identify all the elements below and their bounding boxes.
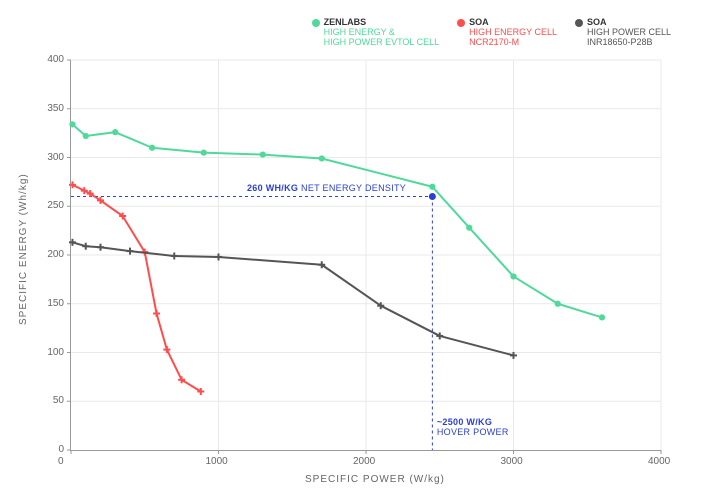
marker-zenlabs (83, 133, 89, 139)
y-tick-label: 0 (58, 444, 64, 455)
x-tick-label: 4000 (648, 456, 670, 467)
y-tick-label: 50 (53, 395, 64, 406)
legend-text: SOAHIGH POWER CELLINR18650-P28B (587, 18, 671, 48)
y-tick-label: 150 (47, 298, 64, 309)
legend-dot-icon (457, 19, 465, 27)
marker-zenlabs (319, 155, 325, 161)
x-tick-label: 2000 (353, 456, 375, 467)
legend-item-soa_power: SOAHIGH POWER CELLINR18650-P28B (575, 18, 671, 48)
marker-zenlabs (466, 225, 472, 231)
y-tick-label: 300 (47, 152, 64, 163)
plot-area (70, 60, 661, 451)
annotation-net-energy: 260 WH/KG NET ENERGY DENSITY (247, 183, 406, 193)
legend-text: ZENLABSHIGH ENERGY &HIGH POWER EVTOL CEL… (324, 18, 440, 48)
marker-soa_power (69, 239, 76, 246)
legend-dot-icon (575, 19, 583, 27)
legend-item-zenlabs: ZENLABSHIGH ENERGY &HIGH POWER EVTOL CEL… (312, 18, 440, 48)
marker-zenlabs (69, 121, 75, 127)
marker-soa_power (215, 253, 222, 260)
marker-soa_energy (69, 181, 76, 188)
y-tick-label: 350 (47, 103, 64, 114)
series-line-soa_power (72, 242, 513, 355)
marker-soa_energy (163, 346, 170, 353)
legend-text: SOAHIGH ENERGY CELLNCR2170-M (469, 18, 557, 48)
x-axis-title: SPECIFIC POWER (W/kg) (305, 474, 445, 485)
marker-soa_power (436, 332, 443, 339)
marker-zenlabs (510, 273, 516, 279)
y-tick-label: 100 (47, 347, 64, 358)
marker-zenlabs (149, 145, 155, 151)
marker-soa_power (82, 243, 89, 250)
marker-zenlabs (112, 129, 118, 135)
y-tick-label: 250 (47, 200, 64, 211)
series-line-soa_energy (72, 185, 200, 392)
marker-soa_energy (153, 310, 160, 317)
marker-zenlabs (201, 150, 207, 156)
legend: ZENLABSHIGH ENERGY &HIGH POWER EVTOL CEL… (294, 18, 671, 48)
x-tick-label: 3000 (501, 456, 523, 467)
x-tick-label: 1000 (206, 456, 228, 467)
marker-zenlabs (429, 184, 435, 190)
ragone-chart: ZENLABSHIGH ENERGY &HIGH POWER EVTOL CEL… (0, 0, 701, 500)
annotation-hover-power: ~2500 W/KGHOVER POWER (437, 417, 509, 437)
marker-zenlabs (599, 314, 605, 320)
marker-soa_power (97, 244, 104, 251)
marker-zenlabs (555, 301, 561, 307)
y-tick-label: 200 (47, 249, 64, 260)
marker-soa_power (127, 248, 134, 255)
marker-soa_power (510, 352, 517, 359)
legend-dot-icon (312, 19, 320, 27)
legend-item-soa_energy: SOAHIGH ENERGY CELLNCR2170-M (457, 18, 557, 48)
marker-soa_power (171, 252, 178, 259)
y-tick-label: 400 (47, 54, 64, 65)
series-lines (71, 60, 661, 450)
y-axis-title: SPECIFIC ENERGY (Wh/kg) (18, 173, 29, 325)
marker-zenlabs (260, 151, 266, 157)
x-tick-label: 0 (58, 456, 64, 467)
